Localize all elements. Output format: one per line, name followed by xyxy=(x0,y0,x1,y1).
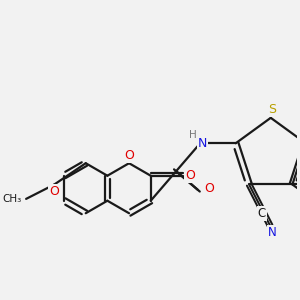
Text: H: H xyxy=(189,130,197,140)
Text: O: O xyxy=(204,182,214,196)
Text: C: C xyxy=(258,207,266,220)
Text: O: O xyxy=(49,185,59,198)
Text: CH₃: CH₃ xyxy=(3,194,22,204)
Text: O: O xyxy=(185,169,195,182)
Text: N: N xyxy=(198,137,207,150)
Text: S: S xyxy=(268,103,276,116)
Text: N: N xyxy=(268,226,277,239)
Text: O: O xyxy=(124,148,134,162)
